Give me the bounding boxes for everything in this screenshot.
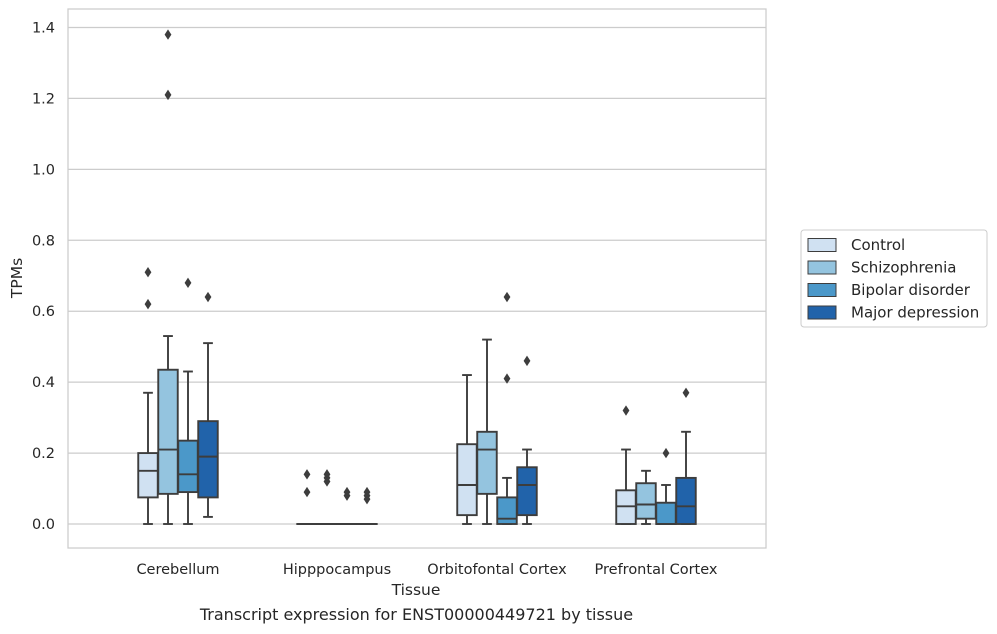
x-tick-label: Orbitofontal Cortex: [427, 562, 567, 578]
legend-label: Bipolar disorder: [851, 281, 971, 299]
legend-label: Control: [851, 236, 905, 254]
y-tick-label: 0.6: [32, 304, 55, 320]
plot-frame: [67, 8, 767, 549]
y-tick-labels: 0.0 0.2 0.4 0.6 0.8 1.0 1.2 1.4: [32, 21, 55, 534]
y-tick-label: 0.8: [32, 233, 55, 249]
box: [655, 501, 677, 525]
box-group: [197, 291, 219, 518]
box-group: [655, 447, 677, 525]
box-group: [157, 29, 179, 525]
box-group: [516, 355, 538, 525]
legend-label: Schizophrenia: [851, 259, 956, 277]
box: [516, 466, 538, 517]
y-tick-label: 1.4: [32, 21, 55, 37]
box-group: [316, 469, 338, 525]
x-tick-labels: Cerebellum Hipppocampus Orbitofontal Corte…: [136, 562, 717, 578]
box-group: [177, 277, 199, 525]
box-group: [336, 486, 358, 525]
x-tick-label: Cerebellum: [136, 562, 219, 578]
box: [197, 420, 219, 499]
box: [157, 368, 179, 495]
legend-frame: [800, 229, 988, 328]
legend-swatch: [807, 238, 837, 252]
box: [675, 476, 697, 525]
box-group: [675, 387, 697, 525]
legend-swatch: [807, 260, 837, 275]
outlier-point: [503, 291, 511, 303]
outlier-point: [303, 469, 311, 480]
outlier-point: [164, 89, 172, 101]
chart-caption: Transcript expression for ENST0000044972…: [199, 605, 634, 624]
box-group: [635, 469, 657, 525]
outlier-point: [164, 29, 172, 40]
x-axis-title: Tissue: [391, 581, 441, 599]
outlier-point: [503, 373, 511, 384]
legend-items: Control Schizophrenia Bipolar disorder Majo…: [807, 236, 979, 322]
box-group: [296, 469, 318, 525]
box-group: [356, 486, 378, 525]
outlier-point: [323, 476, 331, 487]
box: [456, 443, 478, 517]
y-tick-label: 0.2: [32, 446, 55, 462]
outlier-point: [144, 298, 152, 310]
box-group: [496, 291, 518, 525]
box-group: [615, 405, 637, 525]
box-group: [456, 374, 478, 525]
box-group: [137, 267, 159, 525]
outlier-point: [144, 267, 152, 278]
y-tick-label: 1.0: [32, 162, 55, 178]
y-axis-title: TPMs: [8, 258, 26, 299]
box: [496, 496, 518, 525]
y-tick-label: 0.4: [32, 375, 55, 391]
box: [177, 439, 199, 494]
outlier-point: [343, 490, 351, 501]
legend: Control Schizophrenia Bipolar disorder Majo…: [800, 229, 988, 328]
legend-swatch: [807, 305, 837, 320]
box: [635, 482, 657, 520]
outlier-point: [204, 291, 212, 303]
outlier-point: [303, 486, 311, 498]
box-group: [476, 338, 498, 525]
outlier-point: [184, 277, 192, 289]
outlier-point: [363, 493, 371, 505]
outlier-point: [682, 387, 690, 398]
box-layer: [137, 29, 697, 525]
y-tick-label: 1.2: [32, 91, 55, 107]
outlier-point: [662, 447, 670, 459]
box: [476, 430, 498, 495]
legend-swatch: [807, 283, 837, 297]
legend-label: Major depression: [851, 304, 979, 322]
outlier-point: [622, 405, 630, 416]
x-tick-label: Prefrontal Cortex: [595, 562, 718, 578]
box: [137, 452, 159, 499]
x-tick-label: Hipppocampus: [283, 562, 391, 578]
y-tick-label: 0.0: [32, 517, 55, 533]
outlier-point: [523, 355, 531, 367]
